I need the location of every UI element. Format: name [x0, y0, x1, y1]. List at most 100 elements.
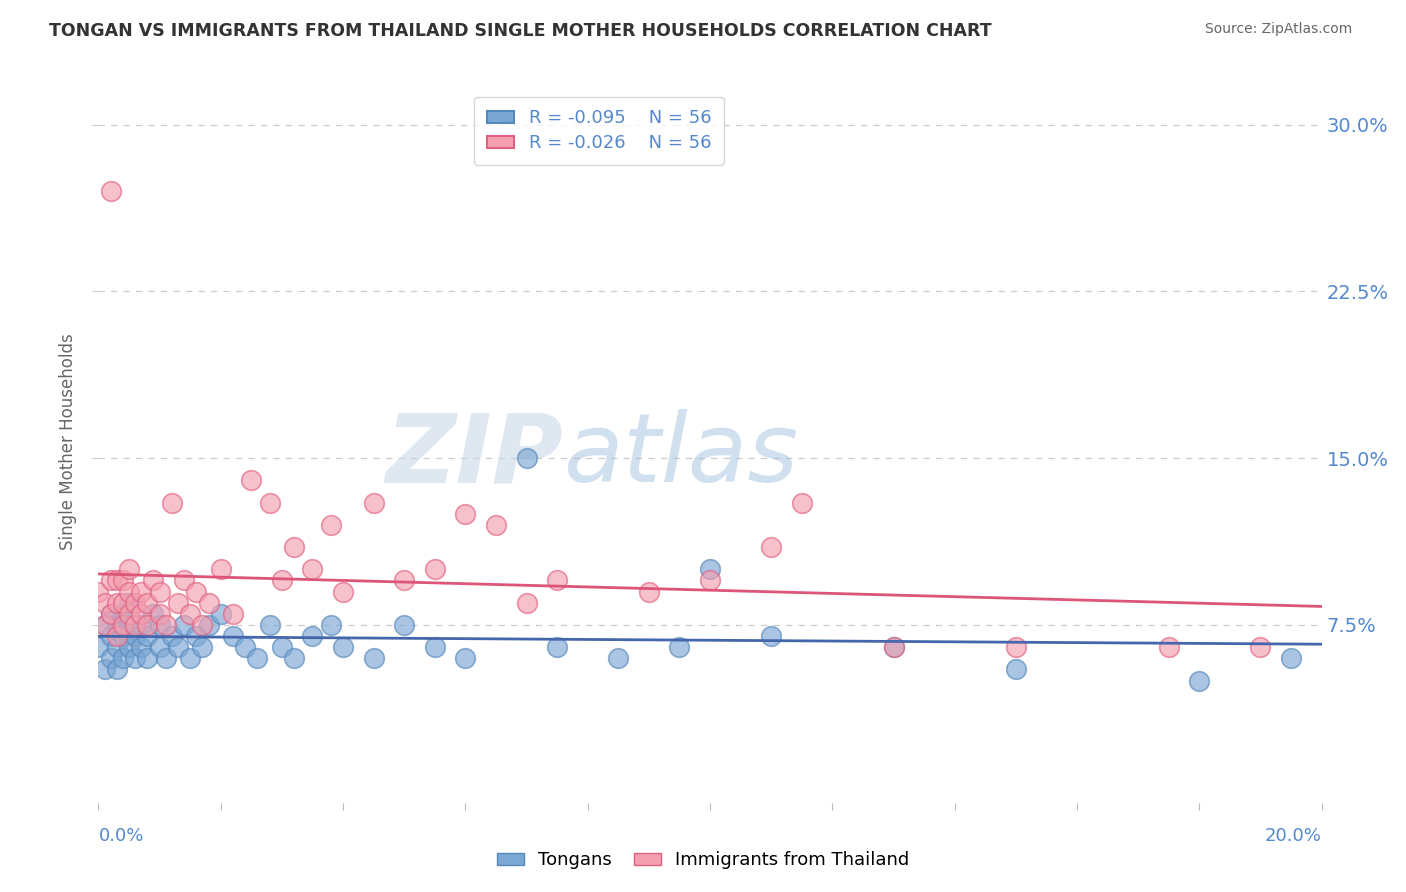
Point: [124, 651, 146, 665]
Point: [100, 607, 122, 621]
Point: [197, 596, 219, 610]
Point: [392, 574, 416, 588]
Point: [105, 574, 128, 588]
Point: [699, 562, 721, 576]
Point: [155, 651, 177, 665]
Point: [270, 574, 292, 588]
Point: [111, 629, 134, 643]
Point: [111, 596, 134, 610]
Point: [222, 607, 245, 621]
Legend: R = -0.095    N = 56, R = -0.026    N = 56: R = -0.095 N = 56, R = -0.026 N = 56: [474, 96, 724, 165]
Point: [142, 574, 165, 588]
Point: [699, 574, 721, 588]
Point: [546, 574, 568, 588]
Point: [637, 584, 661, 599]
Point: [155, 618, 177, 632]
Point: [111, 618, 134, 632]
Point: [93, 662, 115, 676]
Point: [118, 607, 141, 621]
Point: [100, 607, 122, 621]
Point: [100, 185, 122, 199]
Text: ZIP: ZIP: [385, 409, 564, 502]
Point: [136, 618, 159, 632]
Point: [191, 640, 214, 655]
Point: [93, 618, 115, 632]
Point: [332, 584, 354, 599]
Point: [246, 651, 269, 665]
Point: [87, 584, 110, 599]
Point: [149, 640, 172, 655]
Point: [233, 640, 256, 655]
Point: [186, 584, 208, 599]
Text: 20.0%: 20.0%: [1265, 827, 1322, 846]
Point: [160, 496, 183, 510]
Point: [319, 517, 342, 532]
Point: [454, 507, 477, 521]
Point: [136, 596, 159, 610]
Point: [363, 496, 385, 510]
Point: [167, 640, 190, 655]
Point: [173, 574, 195, 588]
Point: [516, 451, 538, 466]
Point: [209, 562, 232, 576]
Point: [129, 618, 152, 632]
Point: [1249, 640, 1271, 655]
Point: [105, 640, 128, 655]
Text: atlas: atlas: [564, 409, 799, 502]
Point: [332, 640, 354, 655]
Point: [1004, 662, 1026, 676]
Point: [209, 607, 232, 621]
Point: [883, 640, 905, 655]
Text: 0.0%: 0.0%: [98, 827, 143, 846]
Point: [93, 596, 115, 610]
Point: [118, 618, 141, 632]
Point: [1004, 640, 1026, 655]
Point: [136, 629, 159, 643]
Point: [100, 651, 122, 665]
Point: [160, 629, 183, 643]
Point: [1157, 640, 1180, 655]
Point: [93, 618, 115, 632]
Point: [118, 596, 141, 610]
Point: [105, 629, 128, 643]
Point: [149, 607, 172, 621]
Point: [167, 596, 190, 610]
Point: [319, 618, 342, 632]
Point: [759, 540, 782, 554]
Point: [124, 596, 146, 610]
Point: [111, 574, 134, 588]
Point: [100, 629, 122, 643]
Point: [149, 618, 172, 632]
Point: [668, 640, 690, 655]
Point: [105, 596, 128, 610]
Point: [87, 640, 110, 655]
Point: [301, 629, 323, 643]
Point: [1188, 673, 1211, 688]
Point: [363, 651, 385, 665]
Point: [546, 640, 568, 655]
Point: [124, 629, 146, 643]
Point: [259, 496, 281, 510]
Point: [607, 651, 630, 665]
Point: [100, 574, 122, 588]
Point: [283, 651, 305, 665]
Point: [301, 562, 323, 576]
Point: [173, 618, 195, 632]
Point: [423, 562, 446, 576]
Point: [1279, 651, 1302, 665]
Point: [790, 496, 813, 510]
Point: [142, 607, 165, 621]
Y-axis label: Single Mother Households: Single Mother Households: [59, 334, 77, 549]
Point: [179, 651, 201, 665]
Point: [136, 651, 159, 665]
Point: [222, 629, 245, 643]
Point: [240, 474, 263, 488]
Point: [759, 629, 782, 643]
Text: Source: ZipAtlas.com: Source: ZipAtlas.com: [1205, 22, 1353, 37]
Point: [259, 618, 281, 632]
Point: [516, 596, 538, 610]
Text: TONGAN VS IMMIGRANTS FROM THAILAND SINGLE MOTHER HOUSEHOLDS CORRELATION CHART: TONGAN VS IMMIGRANTS FROM THAILAND SINGL…: [49, 22, 991, 40]
Point: [124, 618, 146, 632]
Point: [883, 640, 905, 655]
Point: [423, 640, 446, 655]
